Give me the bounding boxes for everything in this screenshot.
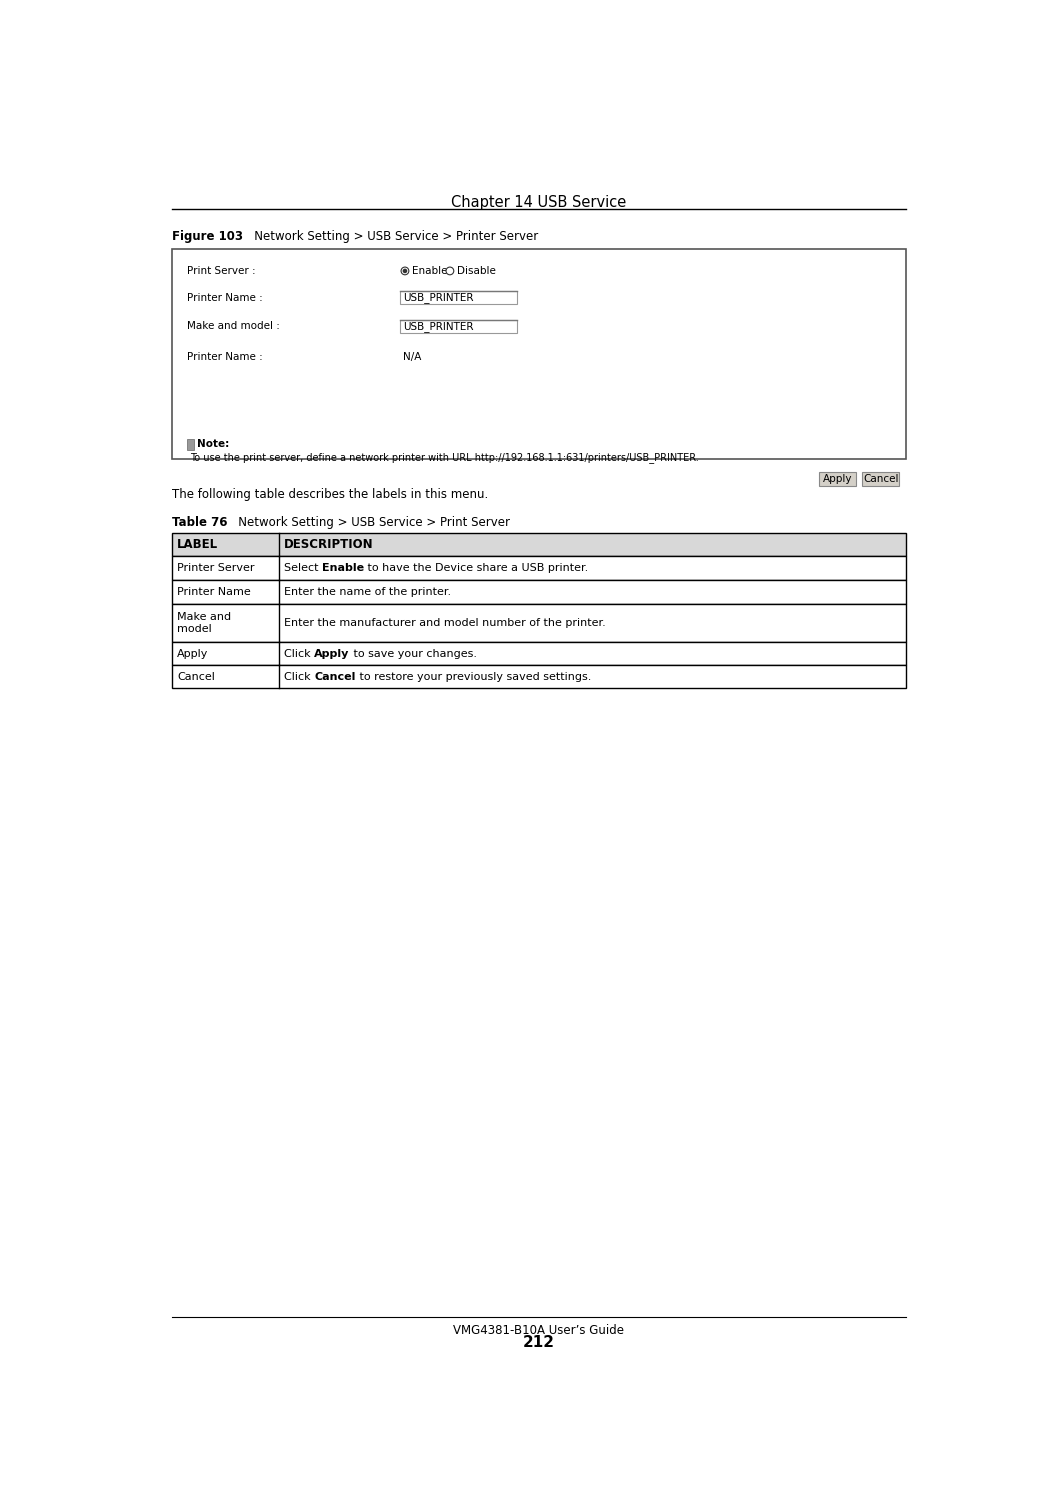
Text: Disable: Disable bbox=[457, 265, 496, 276]
Text: to have the Device share a USB printer.: to have the Device share a USB printer. bbox=[365, 564, 589, 573]
Circle shape bbox=[401, 267, 409, 274]
Text: Apply: Apply bbox=[823, 473, 852, 484]
Text: Figure 103: Figure 103 bbox=[171, 231, 243, 243]
Text: Network Setting > USB Service > Print Server: Network Setting > USB Service > Print Se… bbox=[227, 515, 510, 529]
Bar bbox=[171, 249, 906, 458]
Text: Chapter 14 USB Service: Chapter 14 USB Service bbox=[451, 196, 626, 211]
Text: USB_PRINTER: USB_PRINTER bbox=[403, 321, 473, 332]
Text: Print Server :: Print Server : bbox=[187, 265, 255, 276]
Text: Apply: Apply bbox=[178, 648, 208, 659]
Text: to restore your previously saved settings.: to restore your previously saved setting… bbox=[355, 672, 591, 681]
Text: Enable: Enable bbox=[322, 564, 365, 573]
Text: Cancel: Cancel bbox=[178, 672, 215, 681]
Text: Cancel: Cancel bbox=[314, 672, 355, 681]
Text: Cancel: Cancel bbox=[863, 473, 899, 484]
Text: Make and model :: Make and model : bbox=[187, 321, 280, 332]
Text: To use the print server, define a network printer with URL http://192.168.1.1:63: To use the print server, define a networ… bbox=[190, 452, 699, 463]
Text: Click: Click bbox=[284, 672, 314, 681]
Text: USB_PRINTER: USB_PRINTER bbox=[403, 292, 473, 303]
Bar bbox=[171, 533, 906, 556]
Bar bbox=[171, 580, 906, 604]
Text: Click: Click bbox=[284, 648, 314, 659]
Text: DESCRIPTION: DESCRIPTION bbox=[284, 538, 374, 550]
Text: N/A: N/A bbox=[403, 353, 421, 362]
Text: Apply: Apply bbox=[314, 648, 350, 659]
Bar bbox=[819, 472, 856, 487]
Text: The following table describes the labels in this menu.: The following table describes the labels… bbox=[171, 488, 488, 500]
Text: Enter the manufacturer and model number of the printer.: Enter the manufacturer and model number … bbox=[284, 618, 605, 628]
Text: Table 76: Table 76 bbox=[171, 515, 227, 529]
Text: Printer Name: Printer Name bbox=[178, 588, 251, 597]
Text: 212: 212 bbox=[522, 1335, 555, 1350]
Bar bbox=[171, 665, 906, 689]
Text: Network Setting > USB Service > Printer Server: Network Setting > USB Service > Printer … bbox=[243, 231, 538, 243]
Text: Printer Name :: Printer Name : bbox=[187, 353, 263, 362]
Bar bbox=[400, 319, 516, 333]
Bar bbox=[187, 439, 194, 449]
Text: Make and: Make and bbox=[178, 612, 231, 622]
Text: VMG4381-B10A User’s Guide: VMG4381-B10A User’s Guide bbox=[453, 1325, 624, 1337]
Text: LABEL: LABEL bbox=[178, 538, 219, 550]
Text: to save your changes.: to save your changes. bbox=[350, 648, 476, 659]
Bar bbox=[171, 642, 906, 665]
Text: Printer Name :: Printer Name : bbox=[187, 292, 263, 303]
Text: Enable: Enable bbox=[412, 265, 448, 276]
Text: Select: Select bbox=[284, 564, 322, 573]
Text: Note:: Note: bbox=[198, 439, 229, 449]
Bar bbox=[400, 291, 516, 304]
Text: model: model bbox=[178, 624, 212, 634]
Bar bbox=[862, 472, 900, 487]
Text: Enter the name of the printer.: Enter the name of the printer. bbox=[284, 588, 451, 597]
Bar bbox=[171, 556, 906, 580]
Text: Printer Server: Printer Server bbox=[178, 564, 254, 573]
Circle shape bbox=[403, 268, 408, 273]
Circle shape bbox=[446, 267, 454, 274]
Bar bbox=[171, 604, 906, 642]
